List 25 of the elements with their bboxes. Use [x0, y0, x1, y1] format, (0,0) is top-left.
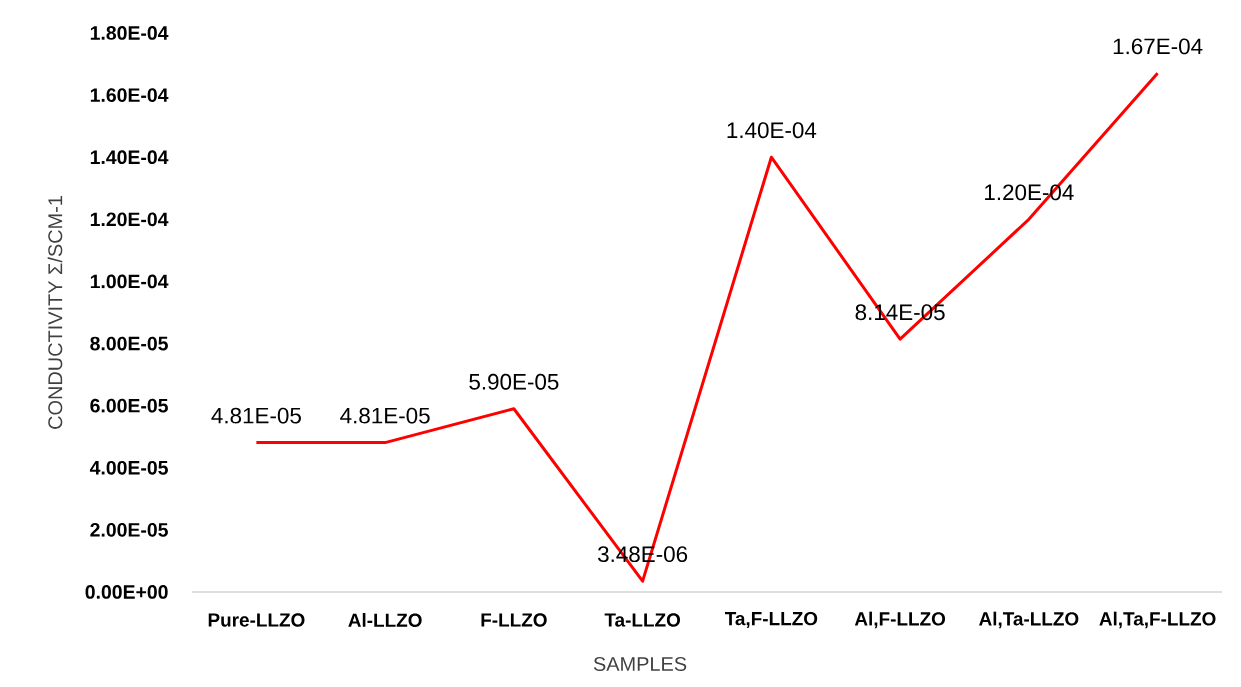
data-label: 1.67E-04 — [1113, 38, 1203, 55]
x-tick-label: Pure-LLZO — [208, 613, 305, 627]
data-label: 5.90E-05 — [469, 373, 559, 390]
y-tick-label: 4.00E-05 — [89, 460, 168, 475]
x-tick-label: Ta,F-LLZO — [724, 611, 818, 629]
y-axis-title: CONDUCTIVITY Σ/SCM-1 — [47, 196, 63, 429]
y-tick-label: 0.00E+00 — [85, 585, 168, 599]
y-tick-label: 1.80E-04 — [90, 26, 169, 40]
x-tick-label: Al,Ta,F-LLZO — [1099, 611, 1216, 629]
x-tick-label: F-LLZO — [481, 613, 547, 627]
x-tick-label: Al-LLZO — [348, 613, 422, 627]
data-label: 1.40E-04 — [727, 122, 817, 139]
x-tick-label: Al,F-LLZO — [854, 611, 946, 629]
y-tick-label: 1.00E-04 — [90, 274, 169, 289]
y-tick-label: 6.00E-05 — [90, 398, 168, 413]
y-tick-label: 1.20E-04 — [90, 212, 169, 227]
y-tick-label: 1.60E-04 — [90, 88, 169, 102]
data-label: 4.81E-05 — [211, 407, 301, 424]
y-tick-label: 2.00E-05 — [90, 523, 168, 537]
y-tick-label: 8.00E-05 — [90, 336, 168, 351]
x-tick-label: Ta-LLZO — [604, 613, 681, 627]
data-label: 4.81E-05 — [340, 407, 430, 424]
x-axis-title: SAMPLES — [593, 656, 687, 672]
x-tick-label: Al,Ta-LLZO — [979, 611, 1079, 629]
y-tick-label: 1.40E-04 — [90, 150, 169, 165]
